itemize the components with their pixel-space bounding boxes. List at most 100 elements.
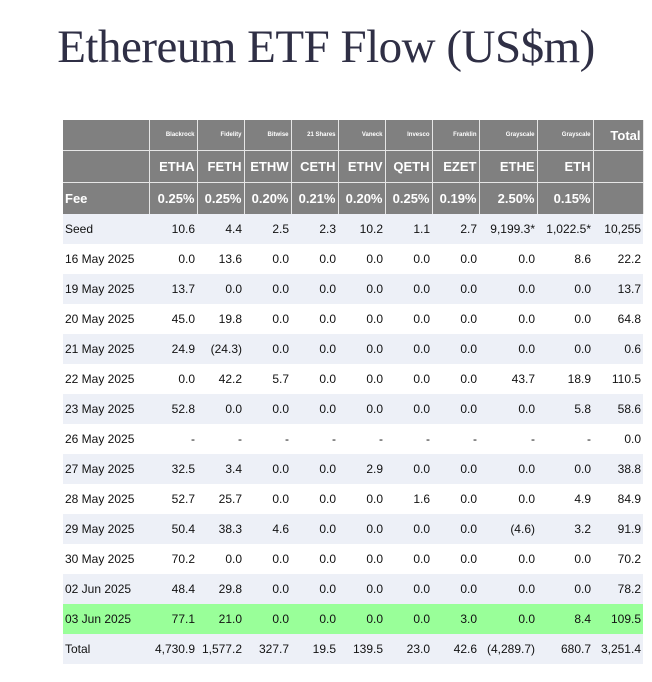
table-cell: 0.0	[432, 274, 479, 304]
table-cell: 0.0	[291, 574, 338, 604]
table-cell: 0.0	[574, 552, 591, 566]
header-blank	[593, 150, 644, 183]
table-cell: 0.0	[537, 454, 593, 484]
table-cell: 0.0	[413, 252, 430, 266]
row-label: 26 May 2025	[65, 432, 135, 446]
table-cell: 70.2	[171, 552, 195, 566]
table-cell: 0.0	[432, 514, 479, 544]
row-label: Seed	[63, 214, 149, 244]
issuer-header: Invesco	[385, 120, 433, 151]
table-cell: 110.5	[611, 372, 641, 386]
issuer-header: 21 Shares	[291, 120, 339, 151]
table-cell: 0.0	[385, 454, 432, 484]
fee-row: Fee 0.25% 0.25% 0.20% 0.21% 0.20% 0.25% 0.19% 2.…	[63, 182, 644, 214]
ticker-header: ETH	[537, 150, 594, 183]
table-cell: 29.8	[197, 574, 244, 604]
table-cell: 0.0	[432, 394, 479, 424]
table-cell: 0.0	[385, 394, 432, 424]
table-cell: -	[285, 432, 289, 446]
table-cell: 0.0	[338, 574, 385, 604]
table-cell: 58.6	[593, 394, 643, 424]
table-cell: 0.0	[413, 312, 430, 326]
row-label: 28 May 2025	[65, 492, 135, 506]
table-cell: 0.0	[338, 334, 385, 364]
table-cell: 32.5	[149, 454, 197, 484]
table-cell: 50.4	[149, 514, 197, 544]
table-cell: 0.0	[432, 574, 479, 604]
table-cell: 0.0	[244, 604, 291, 634]
table-cell: 8.4	[537, 604, 593, 634]
table-cell: 0.0	[272, 492, 289, 506]
table-row: Total 4,730.9 1,577.2 327.7 19.5 139.5 23.0 42.…	[63, 634, 643, 664]
table-cell: 10.2	[338, 214, 385, 244]
table-cell: 0.0	[178, 252, 195, 266]
table-cell: 19.8	[218, 312, 242, 326]
table-cell: 0.0	[319, 312, 336, 326]
table-cell: 13.7	[149, 274, 197, 304]
table-cell: 0.0	[479, 454, 537, 484]
table-row: 02 Jun 2025 48.4 29.8 0.0 0.0 0.0 0.0 0.0 0.0 0.0…	[63, 574, 643, 604]
table-row: 16 May 2025 0.0 13.6 0.0 0.0 0.0 0.0 0.0 0.0 8.6 2…	[63, 244, 643, 274]
table-cell: 3.4	[197, 454, 244, 484]
table-cell: 0.0	[518, 252, 535, 266]
table-cell: 0.0	[366, 312, 383, 326]
issuer-header: Grayscale	[537, 120, 594, 151]
table-cell: 0.0	[319, 372, 336, 386]
table-cell: 19.5	[291, 634, 338, 664]
table-cell: 0.0	[366, 492, 383, 506]
table-cell: 24.9	[149, 334, 197, 364]
fee-cell: 0.25%	[197, 182, 245, 214]
table-row: 03 Jun 2025 77.1 21.0 0.0 0.0 0.0 0.0 3.0 0.0 8.4…	[63, 604, 643, 634]
table-cell: 22.2	[617, 252, 641, 266]
table-cell: 0.0	[460, 552, 477, 566]
table-cell: 2.7	[432, 214, 479, 244]
table-row: 22 May 2025 0.0 42.2 5.7 0.0 0.0 0.0 0.0 43.7 18.…	[63, 364, 643, 394]
table-cell: 0.0	[479, 334, 537, 364]
table-cell: -	[191, 432, 195, 446]
table-cell: 0.0	[366, 552, 383, 566]
ticker-header: CETH	[291, 150, 339, 183]
table-cell: 0.0	[518, 312, 535, 326]
table-cell: 0.0	[291, 514, 338, 544]
ticker-header: ETHE	[479, 150, 538, 183]
issuer-header-row: Blackrock Fidelity Bitwise 21 Shares Vaneck I…	[63, 120, 644, 151]
ticker-header: FETH	[197, 150, 245, 183]
table-cell: 0.0	[413, 552, 430, 566]
table-cell: (4,289.7)	[479, 634, 537, 664]
table-cell: -	[531, 432, 535, 446]
table-cell: 5.8	[537, 394, 593, 424]
table-cell: 13.7	[593, 274, 643, 304]
fee-cell: 2.50%	[479, 182, 538, 214]
table-cell: 0.0	[460, 372, 477, 386]
table-cell: 0.0	[197, 274, 244, 304]
table-cell: 9,199.3*	[479, 214, 537, 244]
row-label: 22 May 2025	[65, 372, 135, 386]
table-cell: 2.3	[291, 214, 338, 244]
table-cell: 0.0	[338, 514, 385, 544]
table-cell: 0.0	[291, 394, 338, 424]
table-cell: 0.0	[338, 394, 385, 424]
row-label: 29 May 2025	[63, 514, 149, 544]
row-label: 20 May 2025	[65, 312, 135, 326]
fee-cell: 0.20%	[244, 182, 292, 214]
table-cell: 680.7	[537, 634, 593, 664]
table-row: 29 May 2025 50.4 38.3 4.6 0.0 0.0 0.0 0.0 (4.6) 3…	[63, 514, 643, 544]
table-cell: 139.5	[338, 634, 385, 664]
row-label: 21 May 2025	[63, 334, 149, 364]
table-cell: 0.0	[244, 454, 291, 484]
fee-cell: 0.15%	[537, 182, 594, 214]
table-cell: 3,251.4	[593, 634, 643, 664]
table-cell: 0.0	[518, 492, 535, 506]
table-cell: 0.0	[272, 312, 289, 326]
table-cell: 0.0	[574, 312, 591, 326]
table-cell: 0.0	[178, 372, 195, 386]
issuer-header: Fidelity	[197, 120, 245, 151]
table-cell: 77.1	[149, 604, 197, 634]
table-cell: 42.6	[432, 634, 479, 664]
table-cell: -	[426, 432, 430, 446]
table-cell: 8.6	[574, 252, 591, 266]
table-cell: 0.0	[244, 574, 291, 604]
table-cell: 0.0	[518, 552, 535, 566]
table-row: 26 May 2025 - - - - - - - - - 0.0	[63, 424, 643, 454]
table-cell: 0.0	[537, 574, 593, 604]
